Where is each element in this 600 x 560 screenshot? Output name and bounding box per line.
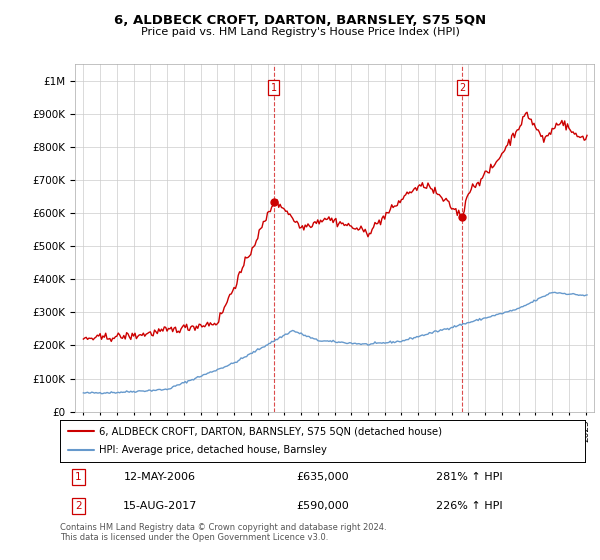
Text: 6, ALDBECK CROFT, DARTON, BARNSLEY, S75 5QN: 6, ALDBECK CROFT, DARTON, BARNSLEY, S75 …	[114, 14, 486, 27]
Text: 1: 1	[75, 472, 82, 482]
Text: £635,000: £635,000	[296, 472, 349, 482]
Text: Price paid vs. HM Land Registry's House Price Index (HPI): Price paid vs. HM Land Registry's House …	[140, 27, 460, 37]
Text: 1: 1	[271, 82, 277, 92]
Text: 2: 2	[459, 82, 465, 92]
Text: HPI: Average price, detached house, Barnsley: HPI: Average price, detached house, Barn…	[100, 445, 327, 455]
Text: Contains HM Land Registry data © Crown copyright and database right 2024.
This d: Contains HM Land Registry data © Crown c…	[60, 523, 386, 543]
Text: 281% ↑ HPI: 281% ↑ HPI	[436, 472, 503, 482]
Text: 2: 2	[75, 501, 82, 511]
Text: 12-MAY-2006: 12-MAY-2006	[124, 472, 196, 482]
Text: 6, ALDBECK CROFT, DARTON, BARNSLEY, S75 5QN (detached house): 6, ALDBECK CROFT, DARTON, BARNSLEY, S75 …	[100, 426, 442, 436]
Text: 15-AUG-2017: 15-AUG-2017	[122, 501, 197, 511]
Text: 226% ↑ HPI: 226% ↑ HPI	[436, 501, 503, 511]
Text: £590,000: £590,000	[296, 501, 349, 511]
